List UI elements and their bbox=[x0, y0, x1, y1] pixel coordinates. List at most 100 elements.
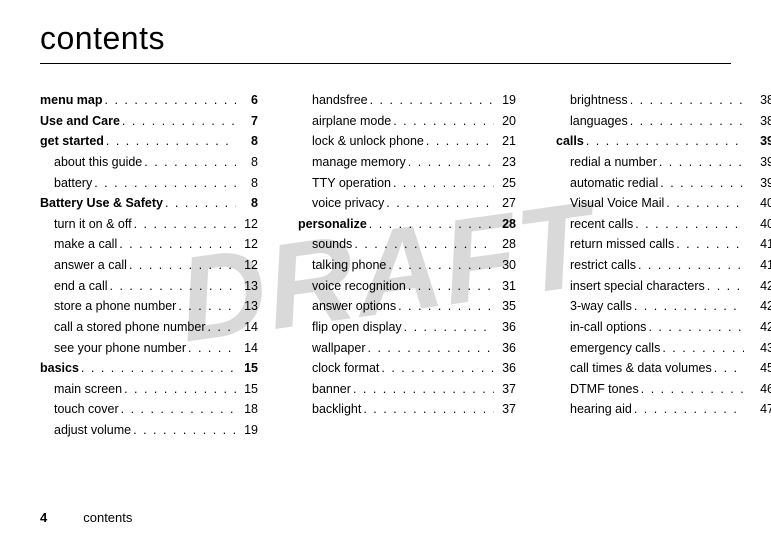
toc-entry: calls 39 bbox=[556, 131, 771, 152]
toc-page: 37 bbox=[496, 379, 516, 400]
toc-page: 13 bbox=[238, 276, 258, 297]
toc-entry: backlight37 bbox=[298, 399, 516, 420]
toc-page: 31 bbox=[496, 276, 516, 297]
toc-entry: touch cover18 bbox=[40, 399, 258, 420]
toc-page: 39 bbox=[746, 131, 771, 152]
title-rule bbox=[40, 63, 731, 64]
toc-entry: get started8 bbox=[40, 131, 258, 152]
toc-leader-dots bbox=[659, 152, 744, 173]
toc-page: 40 bbox=[746, 214, 771, 235]
toc-column-1: menu map6Use and Care7get started8about … bbox=[40, 90, 258, 441]
toc-leader-dots bbox=[353, 379, 494, 400]
toc-leader-dots bbox=[714, 358, 744, 379]
toc-label: languages bbox=[570, 111, 628, 132]
toc-leader-dots bbox=[393, 173, 494, 194]
toc-leader-dots bbox=[133, 420, 236, 441]
toc-label: turn it on & off bbox=[54, 214, 132, 235]
toc-leader-dots bbox=[660, 173, 744, 194]
toc-page: 8 bbox=[238, 131, 258, 152]
toc-entry: DTMF tones46 bbox=[556, 379, 771, 400]
toc-entry: wallpaper 36 bbox=[298, 338, 516, 359]
toc-page: 36 bbox=[496, 338, 516, 359]
toc-label: wallpaper bbox=[312, 338, 366, 359]
toc-page: 21 bbox=[496, 131, 516, 152]
toc-entry: airplane mode20 bbox=[298, 111, 516, 132]
toc-column-3: brightness 38 languages 38 calls 39redial a n… bbox=[556, 90, 771, 441]
toc-leader-dots bbox=[666, 193, 744, 214]
toc-label: menu map bbox=[40, 90, 103, 111]
toc-leader-dots bbox=[707, 276, 744, 297]
toc-page: 38 bbox=[746, 90, 771, 111]
toc-leader-dots bbox=[94, 173, 236, 194]
toc-entry: clock format36 bbox=[298, 358, 516, 379]
toc-leader-dots bbox=[121, 399, 236, 420]
toc-entry: about this guide 8 bbox=[40, 152, 258, 173]
toc-leader-dots bbox=[363, 399, 494, 420]
toc-leader-dots bbox=[124, 379, 236, 400]
toc-label: TTY operation bbox=[312, 173, 391, 194]
toc-leader-dots bbox=[207, 317, 236, 338]
toc-label: return missed calls bbox=[570, 234, 674, 255]
toc-leader-dots bbox=[408, 152, 494, 173]
toc-leader-dots bbox=[635, 214, 744, 235]
toc-label: answer options bbox=[312, 296, 396, 317]
toc-leader-dots bbox=[586, 131, 744, 152]
toc-label: recent calls bbox=[570, 214, 633, 235]
toc-leader-dots bbox=[110, 276, 236, 297]
toc-page: 42 bbox=[746, 296, 771, 317]
toc-entry: manage memory23 bbox=[298, 152, 516, 173]
toc-label: handsfree bbox=[312, 90, 368, 111]
toc-entry: store a phone number13 bbox=[40, 296, 258, 317]
toc-entry: flip open display 36 bbox=[298, 317, 516, 338]
toc-entry: banner37 bbox=[298, 379, 516, 400]
toc-entry: main screen15 bbox=[40, 379, 258, 400]
toc-entry: adjust volume19 bbox=[40, 420, 258, 441]
toc-label: flip open display bbox=[312, 317, 402, 338]
toc-page: 19 bbox=[238, 420, 258, 441]
toc-label: clock format bbox=[312, 358, 379, 379]
toc-leader-dots bbox=[638, 255, 744, 276]
toc-page: 8 bbox=[238, 152, 258, 173]
toc-leader-dots bbox=[398, 296, 494, 317]
toc-leader-dots bbox=[393, 111, 494, 132]
toc-label: calls bbox=[556, 131, 584, 152]
toc-page: 38 bbox=[746, 111, 771, 132]
toc-page: 39 bbox=[746, 173, 771, 194]
toc-entry: sounds28 bbox=[298, 234, 516, 255]
toc-page: 39 bbox=[746, 152, 771, 173]
toc-label: call times & data volumes bbox=[570, 358, 712, 379]
toc-entry: answer a call12 bbox=[40, 255, 258, 276]
toc-columns: menu map6Use and Care7get started8about … bbox=[40, 90, 731, 441]
toc-entry: battery8 bbox=[40, 173, 258, 194]
toc-page: 8 bbox=[238, 193, 258, 214]
toc-label: airplane mode bbox=[312, 111, 391, 132]
toc-page: 28 bbox=[496, 214, 516, 235]
toc-leader-dots bbox=[426, 131, 494, 152]
toc-label: about this guide bbox=[54, 152, 142, 173]
toc-leader-dots bbox=[370, 90, 494, 111]
toc-entry: talking phone30 bbox=[298, 255, 516, 276]
toc-leader-dots bbox=[106, 131, 236, 152]
toc-page: 12 bbox=[238, 234, 258, 255]
toc-entry: voice recognition31 bbox=[298, 276, 516, 297]
toc-label: answer a call bbox=[54, 255, 127, 276]
toc-page: 30 bbox=[496, 255, 516, 276]
toc-page: 7 bbox=[238, 111, 258, 132]
toc-entry: in-call options 42 bbox=[556, 317, 771, 338]
toc-entry: voice privacy27 bbox=[298, 193, 516, 214]
toc-page: 36 bbox=[496, 317, 516, 338]
toc-entry: redial a number39 bbox=[556, 152, 771, 173]
toc-label: store a phone number bbox=[54, 296, 176, 317]
toc-page: 42 bbox=[746, 317, 771, 338]
toc-entry: Use and Care7 bbox=[40, 111, 258, 132]
toc-entry: return missed calls41 bbox=[556, 234, 771, 255]
toc-entry: personalize28 bbox=[298, 214, 516, 235]
toc-label: in-call options bbox=[570, 317, 646, 338]
toc-entry: brightness 38 bbox=[556, 90, 771, 111]
toc-label: DTMF tones bbox=[570, 379, 639, 400]
toc-leader-dots bbox=[369, 214, 494, 235]
toc-entry: insert special characters42 bbox=[556, 276, 771, 297]
toc-label: voice privacy bbox=[312, 193, 384, 214]
toc-label: 3-way calls bbox=[570, 296, 632, 317]
toc-label: brightness bbox=[570, 90, 628, 111]
